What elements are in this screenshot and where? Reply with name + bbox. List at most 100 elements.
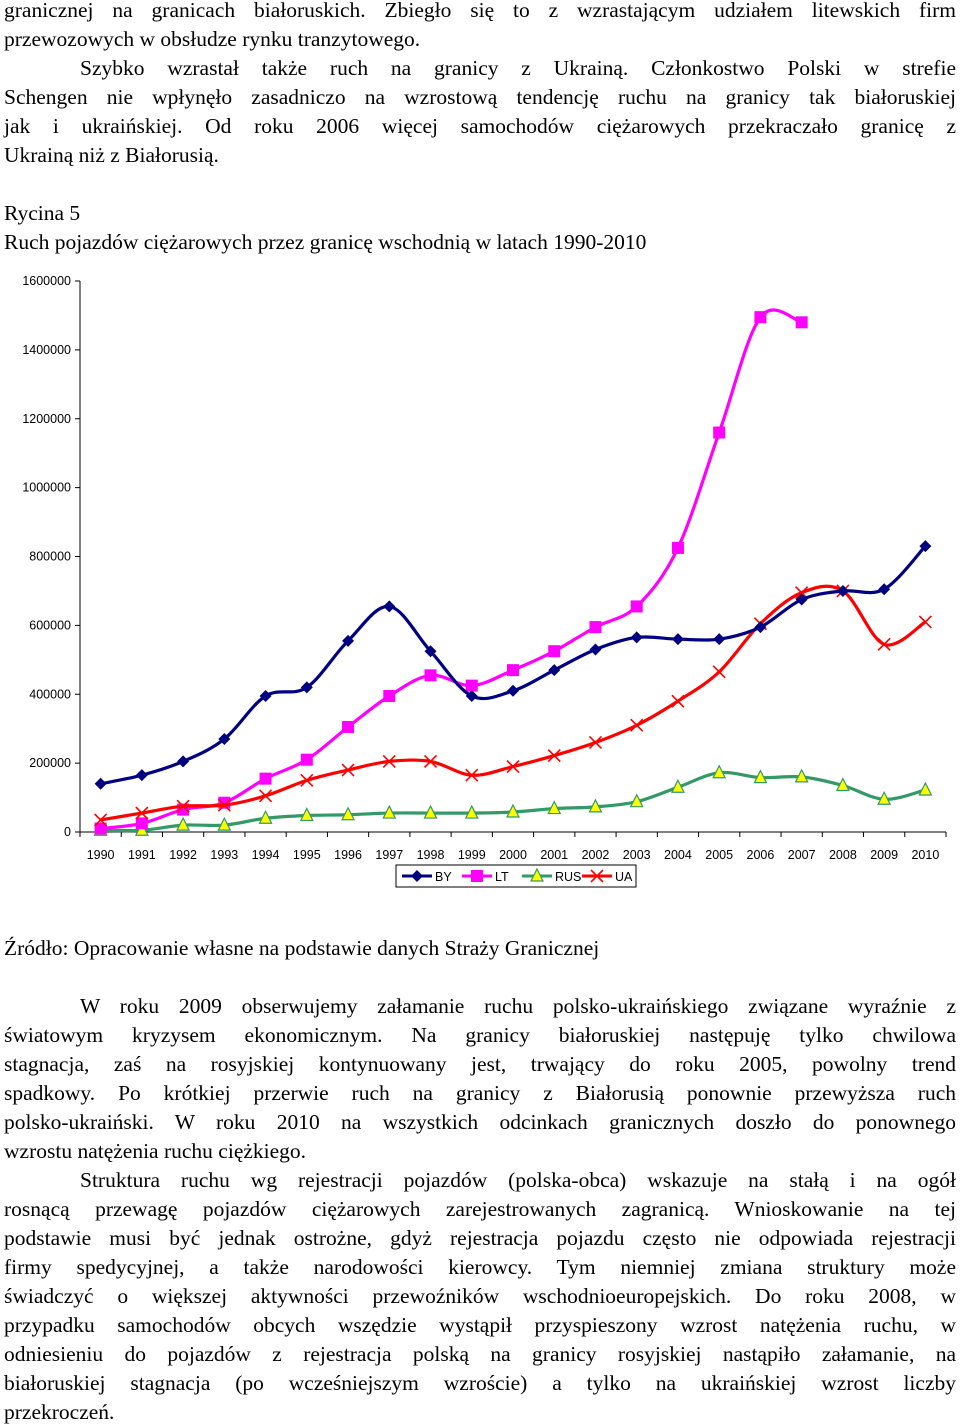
legend-item-lt: LT [462, 870, 509, 884]
legend-label-rus: RUS [555, 870, 581, 884]
legend-marker-lt [471, 870, 483, 882]
data-point-lt [259, 772, 272, 785]
legend-marker-by [411, 870, 423, 882]
data-point-ua [918, 615, 932, 629]
body-text-line: spadkowy. Po krótkiej przerwie ruch na g… [4, 1081, 956, 1105]
body-text-line: firmy spedycyjnej, a także narodowości k… [4, 1255, 956, 1279]
data-point-ua [300, 773, 314, 787]
series-ua [94, 584, 932, 827]
data-point-by [94, 777, 107, 790]
data-point-rus [629, 793, 644, 808]
data-point-lt [507, 664, 519, 677]
x-tick-label: 2004 [664, 848, 692, 862]
body-text-line: jak i ukraińskiej. Od roku 2006 więcej s… [4, 114, 956, 138]
data-point-ua [588, 735, 603, 750]
y-tick-label: 800000 [29, 550, 71, 564]
x-marker-stroke [588, 735, 603, 750]
x-tick-label: 2009 [870, 848, 898, 862]
x-marker-stroke [94, 813, 108, 827]
x-tick-label: 2007 [788, 848, 816, 862]
y-tick-label: 1400000 [22, 343, 71, 357]
data-point-by [919, 540, 932, 553]
y-tick-label: 0 [64, 825, 71, 839]
data-point-by [754, 621, 767, 634]
x-marker-stroke [712, 665, 726, 679]
body-text-line: wzrostu natężenia ruchu ciężkiego. [4, 1139, 307, 1163]
x-marker-stroke [135, 806, 149, 820]
data-point-rus [464, 804, 479, 819]
data-point-ua [465, 768, 479, 782]
x-marker-stroke [671, 694, 685, 708]
x-tick-label: 1998 [417, 848, 445, 862]
legend-box [395, 864, 637, 888]
x-marker-stroke [877, 637, 891, 651]
data-point-lt [548, 645, 561, 658]
legend-item-ua: UA [582, 869, 633, 884]
data-point-ua [382, 754, 396, 768]
line-chart: 0 200000 400000 600000 800000 1000000 1200000 1… [22, 274, 947, 888]
x-marker-stroke [217, 798, 231, 812]
body-text-line: stagnacja, zaś na rosyjskiej kontynuowan… [4, 1052, 956, 1076]
y-tick-label: 1000000 [22, 481, 71, 495]
body-text-line: przewozowych w obsłudze rynku tranzytowe… [4, 27, 421, 51]
x-tick-label: 2002 [582, 848, 610, 862]
series-lt [94, 308, 808, 835]
x-tick-label: 1995 [293, 848, 321, 862]
body-text-line: Struktura ruchu wg rejestracji pojazdów … [80, 1168, 956, 1192]
data-point-rus [341, 806, 356, 821]
x-marker-stroke [590, 869, 604, 883]
data-point-ua [259, 789, 273, 803]
legend-marker-ua [590, 869, 604, 883]
figure-source: Źródło: Opracowanie własne na podstawie … [4, 936, 600, 960]
figure-label: Rycina 5 [4, 201, 81, 225]
x-marker-stroke [341, 763, 355, 777]
data-point-rus [712, 764, 727, 779]
data-point-by [342, 634, 355, 647]
x-tick-label: 2005 [705, 848, 733, 862]
data-point-lt [671, 541, 684, 554]
data-point-lt [424, 669, 437, 682]
data-point-lt [713, 426, 726, 439]
data-point-rus [258, 809, 273, 824]
data-point-rus [918, 781, 933, 796]
data-point-lt [795, 316, 808, 329]
x-tick-label: 2001 [540, 848, 568, 862]
x-marker-stroke [506, 760, 520, 774]
x-tick-label: 2003 [623, 848, 651, 862]
data-point-rus [670, 778, 685, 793]
data-point-by [878, 583, 891, 596]
data-point-by [671, 633, 684, 646]
x-marker-stroke [300, 773, 314, 787]
series-by [94, 540, 932, 790]
x-tick-label: 1993 [210, 848, 238, 862]
data-point-rus [588, 798, 603, 813]
body-text-line: Szybko wzrastał także ruch na granicy z … [80, 56, 956, 80]
data-point-by [135, 769, 148, 782]
body-text-line: Ukrainą niż z Białorusią. [4, 143, 219, 167]
data-point-by [300, 681, 313, 694]
x-tick-label: 1990 [87, 848, 115, 862]
legend-marker-rus [530, 867, 544, 882]
data-point-lt [383, 689, 396, 702]
body-text-line: podstawie musi być jednak ostrożne, gdyż… [4, 1226, 956, 1250]
data-point-ua [94, 813, 108, 827]
body-text-line: białoruskiej stagnacja (po wcześniejszym… [4, 1371, 956, 1395]
data-point-rus [382, 804, 397, 819]
data-point-by [507, 684, 519, 697]
x-tick-label: 1992 [169, 848, 197, 862]
legend-label-ua: UA [615, 870, 633, 884]
x-tick-label: 1997 [375, 848, 403, 862]
data-point-lt [94, 822, 107, 835]
legend-item-by: BY [402, 870, 452, 884]
data-point-rus [753, 769, 768, 784]
figure-title: Ruch pojazdów ciężarowych przez granicę … [4, 230, 647, 254]
data-point-rus [547, 800, 562, 815]
body-text-line: granicznej na granicach białoruskich. Zb… [4, 0, 956, 22]
data-point-lt [300, 753, 313, 766]
data-point-rus [176, 816, 191, 831]
x-marker-stroke [465, 768, 479, 782]
body-text-line: świadczyć o większej aktywności przewoźn… [4, 1284, 956, 1308]
x-marker-stroke [795, 586, 809, 600]
data-point-by [259, 689, 272, 702]
data-point-by [383, 600, 396, 613]
